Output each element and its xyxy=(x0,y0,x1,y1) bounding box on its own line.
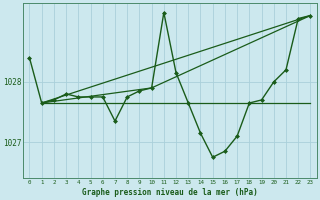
X-axis label: Graphe pression niveau de la mer (hPa): Graphe pression niveau de la mer (hPa) xyxy=(82,188,258,197)
